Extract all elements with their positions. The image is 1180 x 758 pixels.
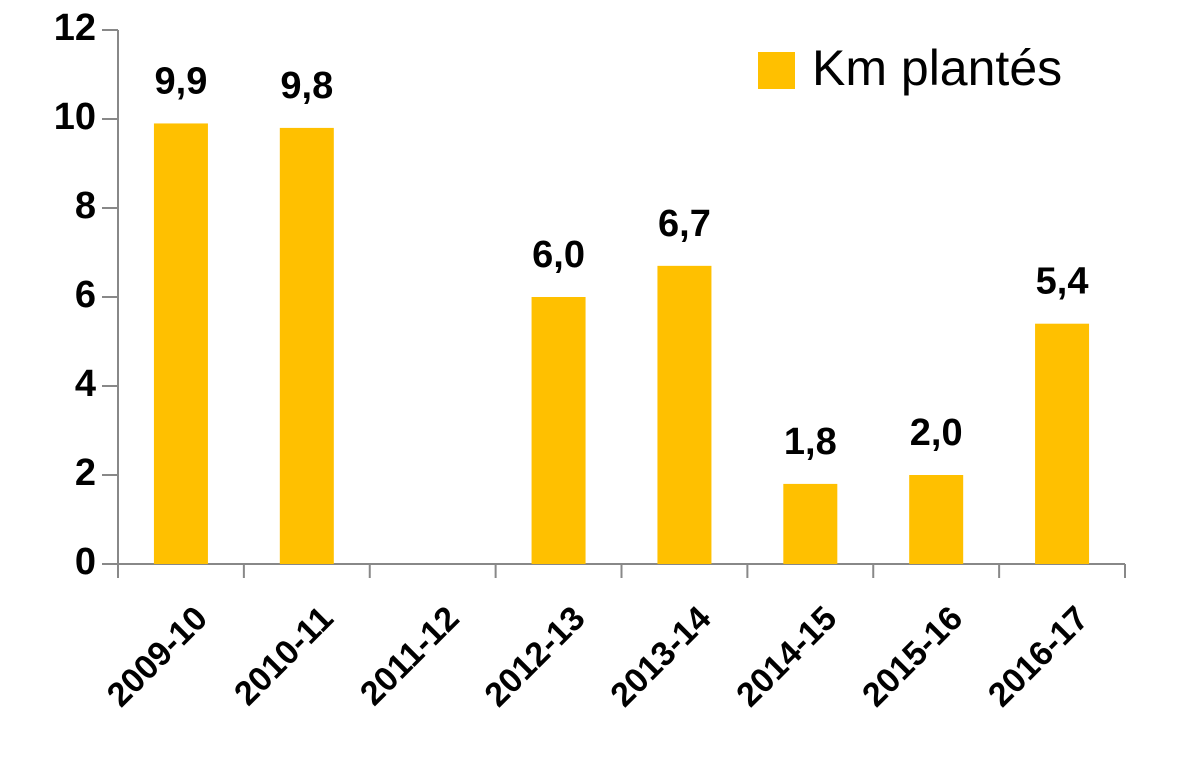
y-tick-label: 8 (75, 185, 96, 227)
value-label: 9,8 (280, 65, 333, 107)
bar (783, 483, 838, 564)
value-label: 2,0 (910, 412, 963, 454)
x-tick-label: 2014-15 (729, 599, 844, 714)
legend-label: Km plantés (812, 40, 1062, 96)
bar (909, 475, 964, 564)
x-tick-label: 2011-12 (353, 599, 467, 713)
y-tick-label: 0 (75, 541, 96, 583)
bar (531, 297, 586, 564)
x-tick-label: 2016-17 (981, 599, 1096, 714)
value-label: 1,8 (784, 421, 837, 463)
x-tick-label: 2015-16 (855, 599, 970, 714)
value-label: 9,9 (155, 60, 208, 102)
y-tick-label: 12 (54, 7, 96, 49)
value-label: 6,7 (658, 203, 711, 245)
bar (153, 123, 208, 564)
y-tick-label: 6 (75, 274, 96, 316)
legend-swatch (758, 52, 795, 89)
y-tick-label: 2 (75, 452, 96, 494)
bar (279, 127, 334, 565)
y-tick-label: 10 (54, 96, 96, 138)
bar (1035, 323, 1090, 564)
x-tick-label: 2013-14 (603, 599, 718, 714)
value-label: 5,4 (1036, 261, 1089, 303)
x-tick-label: 2009-10 (100, 599, 215, 714)
x-tick-label: 2012-13 (477, 599, 592, 714)
value-label: 6,0 (532, 234, 585, 276)
bar (657, 265, 712, 564)
x-tick-label: 2010-11 (227, 599, 341, 713)
y-tick-label: 4 (75, 363, 96, 405)
